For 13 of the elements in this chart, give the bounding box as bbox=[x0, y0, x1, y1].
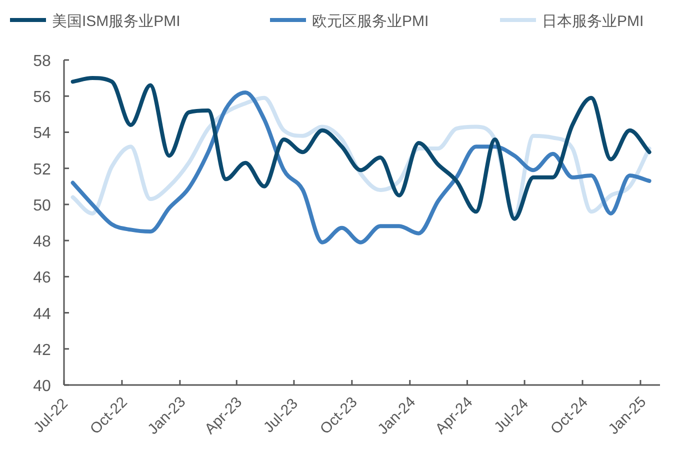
y-tick-label: 44 bbox=[33, 306, 51, 323]
y-tick-label: 58 bbox=[33, 53, 51, 70]
y-tick-label: 48 bbox=[33, 234, 51, 251]
y-tick-label: 46 bbox=[33, 270, 51, 287]
y-tick-label: 54 bbox=[33, 125, 51, 142]
y-tick-label: 52 bbox=[33, 161, 51, 178]
legend-label: 欧元区服务业PMI bbox=[312, 13, 429, 30]
legend-label: 美国ISM服务业PMI bbox=[52, 13, 180, 30]
y-tick-label: 56 bbox=[33, 89, 51, 106]
legend-label: 日本服务业PMI bbox=[542, 13, 644, 30]
y-tick-label: 40 bbox=[33, 378, 51, 395]
y-tick-label: 42 bbox=[33, 342, 51, 359]
y-tick-label: 50 bbox=[33, 197, 51, 214]
